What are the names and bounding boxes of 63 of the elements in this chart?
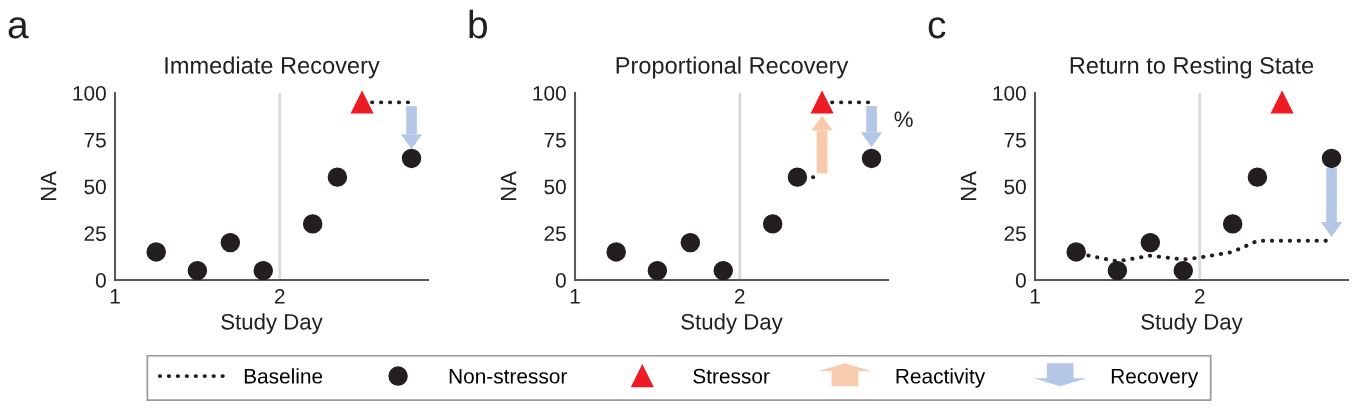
x-tick-label: 1 [570, 289, 580, 304]
point [647, 260, 668, 281]
chart-title: Return to Resting State [1070, 56, 1314, 79]
point [762, 214, 783, 234]
x-tick-label: 1 [1030, 289, 1040, 304]
point [350, 91, 374, 114]
y-tick-label: 25 [1004, 226, 1026, 241]
point [1140, 232, 1161, 253]
point [327, 167, 348, 187]
y-axis-title: NA [40, 171, 57, 201]
legend-label: Reactivity [896, 368, 986, 388]
point [220, 232, 241, 253]
text: b [469, 9, 487, 39]
point [680, 232, 701, 253]
point [302, 214, 323, 234]
y-tick-label: 75 [84, 132, 106, 148]
point [1247, 167, 1268, 187]
legend-label: Stressor [693, 368, 770, 384]
y-tick-label: 50 [1004, 179, 1026, 195]
legend-label: Recovery [1111, 369, 1199, 388]
legend-label: Non-stressor [449, 369, 567, 384]
x-axis-title: Study Day [221, 313, 323, 335]
point [1173, 260, 1193, 281]
point [713, 260, 733, 281]
chart-title: Immediate Recovery [165, 56, 380, 79]
y-tick-label: 0 [1015, 273, 1026, 288]
legend-label: Baseline [244, 368, 323, 384]
y-tick-label: 0 [95, 273, 106, 288]
y-tick-label: 100 [73, 86, 106, 101]
point [1321, 148, 1342, 169]
y-axis-title: NA [960, 171, 977, 201]
text: a [8, 17, 29, 39]
x-axis-title: Study Day [1141, 313, 1243, 335]
y-tick-label: 25 [84, 226, 106, 241]
x-tick-label: 1 [110, 289, 120, 304]
point [401, 148, 422, 169]
point [1270, 91, 1294, 114]
y-tick-label: 100 [533, 86, 566, 101]
point [1222, 214, 1243, 234]
y-tick-label: 100 [993, 86, 1026, 101]
x-tick-label: 2 [1194, 288, 1205, 304]
point [187, 260, 208, 281]
x-tick-label: 2 [274, 288, 285, 304]
y-axis-title: NA [500, 171, 517, 201]
point [606, 242, 626, 262]
y-tick-label: 75 [1004, 132, 1026, 148]
point [787, 167, 808, 187]
y-tick-label: 50 [544, 179, 566, 195]
text: % [894, 111, 913, 128]
point [146, 242, 166, 262]
text: c [928, 17, 946, 39]
chart-title: Proportional Recovery [616, 56, 849, 79]
x-axis-title: Study Day [681, 313, 783, 335]
point [1107, 260, 1128, 281]
y-tick-label: 50 [84, 179, 106, 195]
y-tick-label: 0 [555, 273, 566, 288]
y-tick-label: 75 [544, 132, 566, 148]
point [1066, 242, 1086, 262]
point [253, 260, 273, 281]
y-tick-label: 25 [544, 226, 566, 241]
point [861, 148, 882, 169]
x-tick-label: 2 [734, 288, 745, 304]
point [810, 91, 834, 114]
